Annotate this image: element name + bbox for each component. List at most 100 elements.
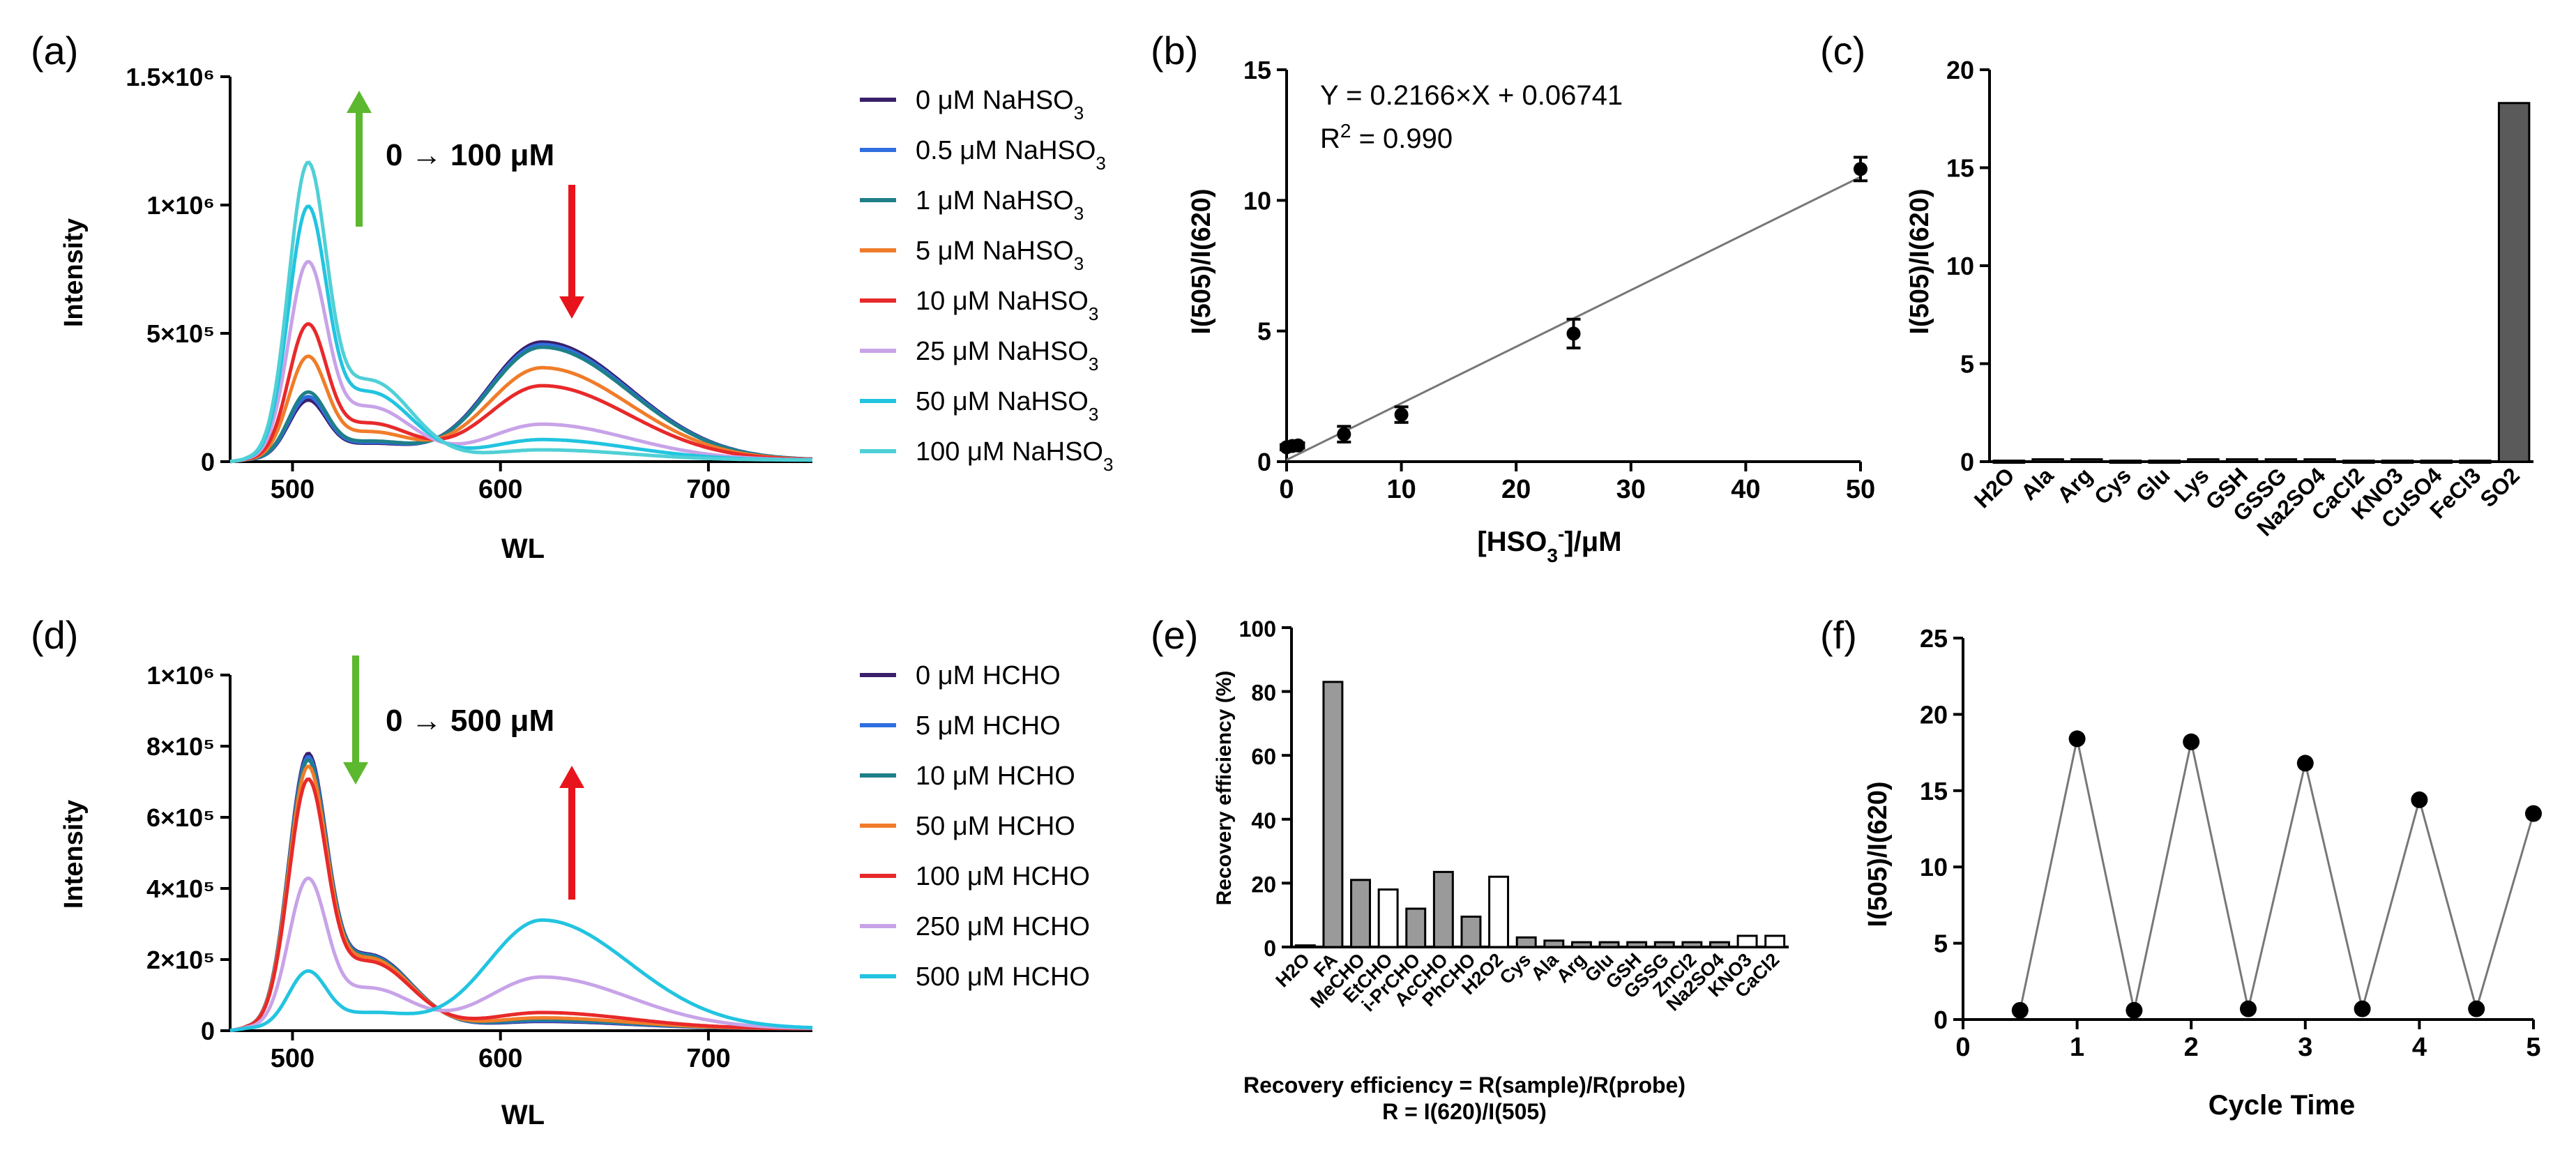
- legend-label: 10 μM NaHSO3: [916, 287, 1098, 324]
- legend-label-sub: 3: [1103, 454, 1113, 475]
- data-point: [2068, 730, 2086, 748]
- y-tick-label: 5: [1960, 350, 1974, 379]
- legend-label-sub: 3: [1089, 303, 1098, 324]
- chart-b-ylabel: I(505)/I(620): [1187, 188, 1216, 334]
- chart-b-xlabel-sup: -: [1558, 523, 1564, 545]
- legend-label: 250 μM HCHO: [916, 912, 1090, 941]
- chart-b-xlabel-end: ]/μM: [1564, 527, 1621, 557]
- series-line: [229, 342, 813, 464]
- panel-label-e: (e): [1151, 613, 1198, 657]
- chart-c: 05101520H2OAlaArgCysGluLysGSHGSSGNa2SO4C…: [1905, 56, 2533, 541]
- y-tick-label: 80: [1251, 681, 1276, 706]
- bar: [1488, 875, 1510, 948]
- bar: [2459, 460, 2492, 464]
- data-point: [1291, 438, 1305, 453]
- bar: [2109, 460, 2142, 464]
- chart-b-r2-prefix: R: [1320, 123, 1340, 154]
- y-tick-label: 5×10⁵: [146, 319, 215, 348]
- chart-d-xlabel: WL: [501, 1100, 545, 1130]
- plot-f: 0 1 2 3 4 5 0 5 10 15 20 25: [1920, 624, 2542, 1062]
- y-tick-label: 6×10⁵: [146, 803, 215, 832]
- y-tick-label: 40: [1251, 808, 1276, 833]
- bar: [1736, 934, 1758, 948]
- chart-d-ylabel: Intensity: [59, 800, 89, 909]
- data-point: [1337, 427, 1351, 441]
- x-tick-label: 1: [2070, 1033, 2084, 1062]
- chart-b-r2: R2 = 0.990: [1320, 120, 1453, 155]
- series-line: [229, 345, 813, 464]
- y-tick-label: 10: [1946, 252, 1974, 280]
- chart-e-caption-2: R = I(620)/I(505): [1382, 1099, 1547, 1124]
- legend-label-sub: 3: [1074, 253, 1084, 274]
- chart-e: 020406080100H2OFAMeCHOEtCHOi-PrCHOAcCHOP…: [1213, 616, 1789, 1124]
- bar: [1681, 941, 1703, 948]
- y-tick-label: 4×10⁵: [146, 874, 215, 903]
- chart-f-ylabel: I(505)/I(620): [1863, 781, 1893, 927]
- bar: [1377, 888, 1399, 948]
- legend-label: 5 μM NaHSO3: [916, 236, 1084, 274]
- bar: [1432, 870, 1454, 948]
- legend-label-sub: 3: [1074, 103, 1084, 123]
- x-tick-label: 600: [478, 1044, 522, 1073]
- data-point: [2126, 1001, 2143, 1019]
- bar: [1350, 879, 1371, 948]
- x-tick-label: 2: [2184, 1033, 2199, 1062]
- y-tick-label: 5: [1934, 930, 1948, 958]
- chart-a-annotation: 0 → 100 μM: [386, 138, 554, 172]
- x-tick-label: H2O: [1969, 462, 2020, 513]
- x-tick-label: 4: [2412, 1033, 2427, 1062]
- x-tick-label: 500: [271, 1044, 315, 1073]
- plot-c: 05101520H2OAlaArgCysGluLysGSHGSSGNa2SO4C…: [1946, 56, 2533, 541]
- chart-d: 500 600 700 0 2×10⁵ 4×10⁵ 6×10⁵ 8×10⁵ 1×10⁶ Inte…: [59, 656, 1090, 1130]
- x-tick-label: 50: [1846, 475, 1875, 504]
- data-point: [1566, 326, 1581, 341]
- bar: [2342, 460, 2375, 464]
- legend-label-sub: 3: [1096, 153, 1105, 174]
- bar: [2225, 458, 2259, 463]
- data-point: [2411, 791, 2428, 808]
- y-tick-label: 8×10⁵: [146, 732, 215, 761]
- series-line: [2019, 738, 2535, 1013]
- legend-label-main: 50 μM NaHSO: [916, 387, 1089, 416]
- bar: [2070, 458, 2103, 463]
- series-line: [229, 259, 813, 464]
- y-tick-label: 0: [1934, 1006, 1948, 1034]
- y-tick-label: 0: [1257, 448, 1271, 476]
- bar: [2264, 458, 2298, 463]
- data-point: [2011, 1001, 2029, 1019]
- panel-label-d: (d): [31, 613, 78, 657]
- plot-a: 500 600 700 0 5×10⁵ 1×10⁶ 1.5×10⁶: [126, 63, 813, 504]
- y-tick-label: 15: [1243, 56, 1271, 84]
- legend-label: 5 μM HCHO: [916, 711, 1061, 741]
- series-line: [229, 918, 813, 1033]
- x-tick-label: 30: [1616, 475, 1646, 504]
- chart-b-xlabel: [HSO3-]/μM: [1477, 523, 1621, 566]
- y-tick-label: 10: [1920, 853, 1948, 881]
- legend-label: 0 μM NaHSO3: [916, 86, 1084, 123]
- x-tick-label: 20: [1501, 475, 1531, 504]
- bar: [2148, 460, 2181, 464]
- legend-label: 25 μM NaHSO3: [916, 337, 1098, 374]
- bar: [1543, 939, 1565, 948]
- chart-b-equation: Y = 0.2166×X + 0.06741: [1320, 80, 1623, 111]
- series-line: [229, 354, 813, 464]
- chart-e-ylabel: Recovery efficiency (%): [1213, 671, 1236, 906]
- y-tick-label: 5: [1257, 317, 1271, 346]
- y-tick-label: 1×10⁶: [146, 191, 215, 220]
- y-tick-label: 0: [1960, 448, 1974, 476]
- bar: [2497, 102, 2531, 463]
- legend-label: 500 μM HCHO: [916, 962, 1090, 992]
- legend-label-main: 1 μM NaHSO: [916, 186, 1074, 215]
- legend-label-sub: 3: [1089, 404, 1098, 425]
- y-tick-label: 100: [1239, 616, 1276, 642]
- bar: [2187, 458, 2220, 463]
- y-tick-label: 0: [1264, 936, 1276, 961]
- y-tick-label: 20: [1920, 700, 1948, 729]
- data-point: [2240, 1000, 2257, 1017]
- x-tick-label: 700: [686, 475, 730, 504]
- legend-label-main: 0 μM HCHO: [916, 661, 1061, 690]
- legend-label-main: 10 μM HCHO: [916, 762, 1075, 791]
- x-tick-label: H2O: [1272, 949, 1314, 991]
- data-point: [2525, 805, 2542, 822]
